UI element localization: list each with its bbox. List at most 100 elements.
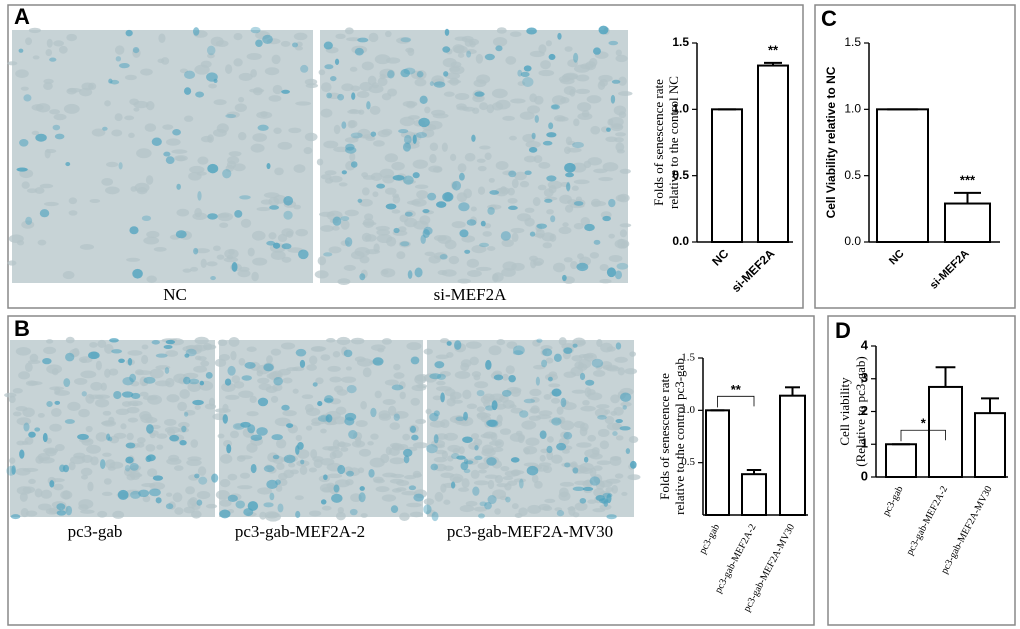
cell [391,161,405,171]
y-tick-label: 1.5 [681,352,695,364]
cell [282,377,293,384]
cell [573,118,580,127]
cell [491,102,504,111]
stained-cell [354,47,364,56]
cell [54,386,61,395]
cell [425,509,436,517]
cell [308,467,317,473]
cell [219,479,231,488]
cell [567,147,582,153]
cell [492,272,504,282]
cell [246,411,259,417]
cell [613,105,627,116]
cell [504,482,512,491]
cell [301,394,314,400]
cell [9,457,16,464]
cell [562,448,570,454]
cell [81,437,94,446]
cell [90,381,103,391]
cell [501,239,514,247]
cell [489,204,497,210]
micrograph [12,30,313,283]
stained-cell [46,401,53,407]
bar [885,443,917,478]
stained-cell [210,276,216,281]
stained-cell [129,226,139,235]
cell [479,145,491,150]
cell [332,351,341,358]
cell [140,68,153,76]
cell [402,100,418,108]
cell [320,174,332,180]
cell [185,486,195,495]
cell [106,161,119,168]
cell [217,433,225,439]
stained-cell [572,343,578,348]
cell [385,57,401,64]
cell [166,458,182,465]
cell [571,389,586,394]
stained-cell [331,493,343,503]
cell [183,115,194,122]
cell [476,158,486,163]
cell [80,509,95,514]
cell [519,180,530,188]
cell [113,432,127,439]
cell [621,491,628,496]
cell [441,269,457,277]
stained-cell [485,405,495,411]
cell [381,494,397,502]
cell [393,372,405,379]
stained-cell [163,151,171,157]
stained-cell [124,464,131,472]
stained-cell [531,132,536,140]
stained-cell [283,210,293,220]
cell [277,233,288,243]
cell [21,181,30,189]
cell [552,262,566,273]
cell [24,362,33,372]
stained-cell [108,78,113,84]
cell [374,390,382,399]
stained-cell [49,480,55,488]
cell [32,55,40,60]
cell [401,490,417,496]
stained-cell [608,40,619,46]
panel-label: A [14,4,30,29]
stained-cell [556,442,567,451]
cell [194,404,201,410]
cell [144,123,157,132]
cell [320,225,334,232]
stained-cell [222,168,232,179]
cell [206,261,218,267]
cell [464,152,476,162]
cell [225,64,233,74]
cell [487,479,495,490]
stained-cell [407,270,413,279]
stained-cell [107,436,113,442]
cell [597,428,610,438]
cell [523,462,539,467]
stained-cell [368,468,375,478]
cell [364,213,374,221]
cell [179,68,188,74]
cell [490,447,504,453]
stained-cell [429,373,442,380]
cell [25,37,33,46]
stained-cell [460,461,469,471]
cell [448,66,461,72]
cell [596,339,603,348]
cell [432,113,449,119]
cell [337,441,346,448]
stained-cell [505,496,511,503]
cell [615,49,622,56]
stained-cell [610,94,616,104]
stained-cell [620,392,632,402]
stained-cell [269,205,280,210]
stained-cell [615,418,623,424]
cell [156,444,164,450]
stained-cell [11,465,16,475]
stained-cell [536,223,548,229]
stained-cell [402,142,412,152]
cell [393,411,409,419]
